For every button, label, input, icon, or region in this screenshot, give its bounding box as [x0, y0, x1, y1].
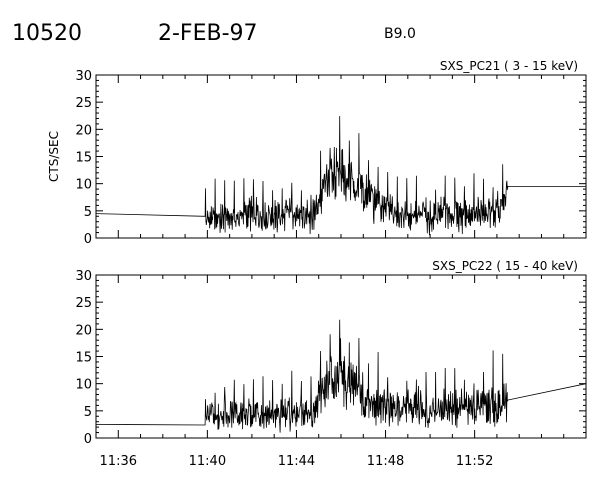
y-tick-label: 15: [75, 351, 92, 366]
y-tick-label: 10: [75, 378, 92, 393]
y-tick-label: 30: [75, 269, 92, 284]
y-tick-label: 25: [75, 96, 92, 111]
series-line: [96, 116, 586, 236]
y-tick-label: 20: [75, 123, 92, 138]
y-tick-label: 0: [84, 232, 92, 247]
plot-frame: [95, 74, 587, 239]
y-tick-label: 30: [75, 69, 92, 84]
y-tick-label: 5: [84, 405, 92, 420]
x-tick-label: 11:52: [456, 454, 493, 469]
panel-title: SXS_PC22 ( 15 - 40 keV): [432, 259, 578, 273]
x-tick-label: 11:40: [189, 454, 226, 469]
y-tick-label: 25: [75, 296, 92, 311]
y-tick-label: 0: [84, 432, 92, 447]
x-tick-label: 11:44: [278, 454, 315, 469]
panel-1: 0 5 10 15 20 25 30 SXS_PC21 ( 3 - 15 keV) CTS/SE…: [47, 59, 587, 247]
flare-class: B9.0: [384, 26, 416, 42]
event-date: 2-FEB-97: [158, 21, 258, 46]
panel-title: SXS_PC21 ( 3 - 15 keV): [440, 59, 578, 73]
y-tick-label: 20: [75, 323, 92, 338]
event-id: 10520: [12, 21, 82, 46]
y-tick-label: 5: [84, 205, 92, 220]
series-line: [96, 319, 586, 433]
x-tick-label: 11:36: [100, 454, 137, 469]
y-tick-label: 15: [75, 151, 92, 166]
panel-2: 0 5 10 15 20 25 30 11:36 11:40 11:44 11:48 11:52 SXS…: [75, 259, 587, 469]
y-tick-label: 10: [75, 178, 92, 193]
x-tick-label: 11:48: [367, 454, 404, 469]
y-axis-label: CTS/SEC: [47, 131, 61, 182]
